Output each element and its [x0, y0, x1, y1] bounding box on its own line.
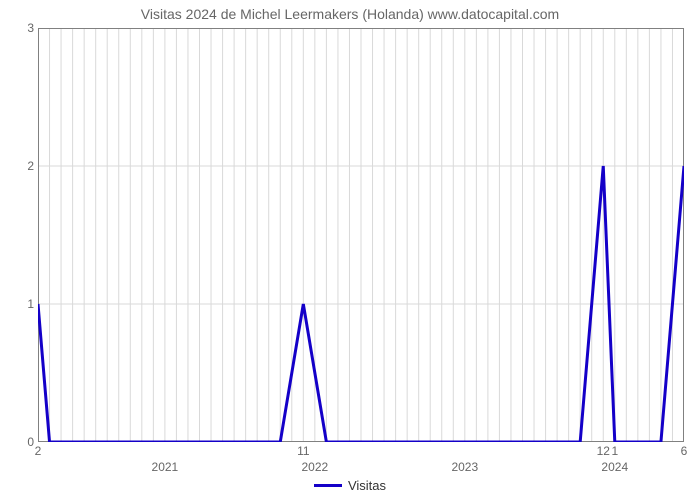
legend-label: Visitas [348, 478, 386, 493]
x-tick-label: 6 [681, 444, 688, 458]
y-tick-label: 3 [27, 21, 34, 35]
x-tick-label: 2 [35, 444, 42, 458]
chart-container: Visitas 2024 de Michel Leermakers (Holan… [0, 0, 700, 500]
x-tick-label: 12 [597, 444, 610, 458]
legend-swatch [314, 484, 342, 487]
plot-svg [38, 28, 684, 442]
y-tick-label: 2 [27, 159, 34, 173]
x-axis-ticks: 2 11 121 6 2021 2022 2023 2024 [0, 442, 700, 482]
plot-area [38, 28, 684, 442]
x-tick-label: 11 [297, 444, 309, 458]
y-tick-label: 1 [27, 297, 34, 311]
x-tick-year-label: 2021 [152, 460, 179, 474]
x-tick-year-label: 2023 [451, 460, 478, 474]
chart-title: Visitas 2024 de Michel Leermakers (Holan… [0, 6, 700, 22]
x-tick-year-label: 2022 [301, 460, 328, 474]
x-tick-year-label: 2024 [601, 460, 628, 474]
legend: Visitas [0, 478, 700, 493]
x-tick-label: 1 [611, 444, 618, 458]
